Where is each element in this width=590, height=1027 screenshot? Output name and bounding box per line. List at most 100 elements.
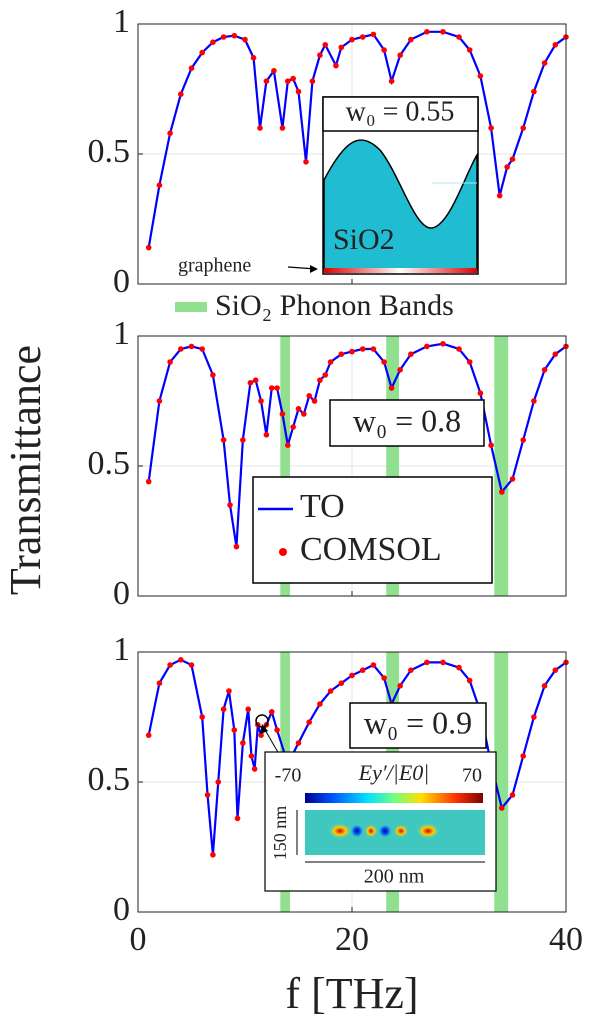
y-axis-label: Transmittance <box>1 345 50 595</box>
dot <box>250 55 257 61</box>
dot <box>271 68 277 74</box>
band-legend-swatch <box>175 302 207 312</box>
arrow-head <box>310 265 318 273</box>
dot <box>370 346 377 352</box>
x-axis-label: f [THz] <box>285 969 418 1018</box>
dot <box>220 706 227 712</box>
w0-label: w₀ = 0.8 <box>353 402 461 438</box>
dot <box>145 244 152 251</box>
dot <box>359 34 366 40</box>
dot <box>322 372 329 378</box>
dot <box>309 78 316 84</box>
dot <box>408 667 414 673</box>
dot <box>274 385 280 391</box>
dot <box>397 367 403 373</box>
dot <box>499 489 505 495</box>
dot <box>408 36 414 43</box>
dot <box>251 766 258 772</box>
y-tick-label: 0 <box>113 575 130 612</box>
dot <box>167 359 173 365</box>
dot <box>188 65 195 71</box>
dot <box>424 343 430 350</box>
colorbar-title: Ey′/|E0| <box>358 760 430 785</box>
dot <box>301 411 307 417</box>
dot <box>227 502 233 508</box>
dot <box>210 39 216 45</box>
dot <box>234 815 241 822</box>
dot <box>338 680 345 686</box>
x-tick-label: 20 <box>335 921 369 958</box>
dot <box>397 52 403 58</box>
dot <box>359 346 366 352</box>
dot <box>317 52 323 58</box>
dot <box>509 792 516 798</box>
arrow-head <box>260 724 268 734</box>
dot <box>188 343 195 350</box>
dot <box>167 130 173 136</box>
field-hotspot <box>328 823 352 839</box>
dot <box>167 662 173 668</box>
dot <box>552 667 559 673</box>
dot <box>456 34 462 40</box>
dot <box>156 680 163 686</box>
dot <box>295 406 302 412</box>
dot <box>199 346 205 352</box>
dot <box>258 398 264 404</box>
dot <box>531 714 537 720</box>
dot <box>496 192 503 199</box>
dot <box>349 672 355 679</box>
dot <box>509 156 516 162</box>
x-tick-label: 40 <box>549 921 583 958</box>
y-tick-label: 1 <box>113 3 130 40</box>
x-tick-label: 0 <box>130 921 147 958</box>
dot <box>220 437 227 443</box>
dot <box>145 732 152 738</box>
legend-label: COMSOL <box>300 531 442 568</box>
dot <box>504 164 510 170</box>
dot <box>477 390 484 397</box>
dot <box>531 398 537 404</box>
dot <box>263 78 270 84</box>
label-box <box>349 702 487 749</box>
dot <box>263 432 270 438</box>
dot <box>156 398 163 404</box>
sio2-region <box>323 139 478 271</box>
dot <box>388 385 395 391</box>
dot <box>488 125 494 131</box>
dot <box>178 346 184 352</box>
dot <box>245 706 252 712</box>
dot <box>531 88 537 95</box>
phonon-band <box>494 336 509 596</box>
dot <box>541 367 548 373</box>
band-legend-label: SiO₂ Phonon Bands <box>215 289 454 322</box>
dot <box>520 753 526 759</box>
colorbar-min: -70 <box>275 765 302 787</box>
dot <box>499 805 505 811</box>
dot <box>381 47 387 53</box>
dot <box>240 437 246 443</box>
label-box <box>322 96 479 132</box>
dot <box>520 125 526 131</box>
dot <box>456 664 462 671</box>
graphene-label: graphene <box>178 255 251 277</box>
dot <box>279 125 286 131</box>
dot <box>258 732 264 738</box>
dot <box>541 683 548 689</box>
dot <box>210 372 216 378</box>
dot <box>370 31 377 38</box>
label-box <box>329 399 485 447</box>
dot <box>338 351 345 358</box>
field-inset: -70 Ey′/|E0| 70 150 nm 200 nm <box>264 751 497 892</box>
dot <box>311 398 318 404</box>
dot <box>408 351 414 358</box>
field-hotspot <box>393 824 409 838</box>
phonon-band <box>494 652 509 912</box>
legend-dot <box>279 548 287 556</box>
dot <box>381 359 387 365</box>
dot <box>285 442 291 449</box>
dot <box>424 659 430 666</box>
dot <box>240 740 246 746</box>
dot <box>370 662 377 668</box>
dot <box>290 424 296 430</box>
dot <box>231 727 238 733</box>
